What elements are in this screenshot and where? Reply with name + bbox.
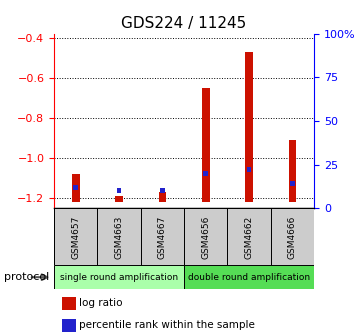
Text: GSM4656: GSM4656 — [201, 215, 210, 259]
Title: GDS224 / 11245: GDS224 / 11245 — [122, 16, 247, 31]
Bar — [54, 208, 97, 265]
Bar — [184, 208, 227, 265]
Text: GSM4667: GSM4667 — [158, 215, 167, 259]
Bar — [158, 192, 166, 202]
Bar — [62, 297, 75, 310]
Bar — [227, 208, 271, 265]
Text: double round amplification: double round amplification — [188, 273, 310, 282]
Text: GSM4666: GSM4666 — [288, 215, 297, 259]
Bar — [115, 196, 123, 202]
Text: GSM4662: GSM4662 — [245, 215, 253, 258]
Text: protocol: protocol — [4, 272, 49, 282]
Bar — [117, 188, 121, 193]
Bar — [184, 265, 314, 289]
Bar — [54, 265, 184, 289]
Bar — [62, 319, 75, 332]
Text: percentile rank within the sample: percentile rank within the sample — [79, 320, 255, 330]
Bar — [141, 208, 184, 265]
Bar — [271, 208, 314, 265]
Bar — [97, 208, 141, 265]
Text: log ratio: log ratio — [79, 298, 122, 308]
Bar — [288, 140, 296, 202]
Bar — [160, 188, 165, 193]
Bar — [247, 167, 251, 172]
Text: single round amplification: single round amplification — [60, 273, 178, 282]
Bar — [290, 181, 295, 186]
Bar — [204, 171, 208, 176]
Bar — [245, 52, 253, 202]
Bar — [74, 185, 78, 190]
Bar — [202, 88, 210, 202]
Bar — [72, 174, 80, 202]
Text: GSM4663: GSM4663 — [115, 215, 123, 259]
Text: GSM4657: GSM4657 — [71, 215, 80, 259]
